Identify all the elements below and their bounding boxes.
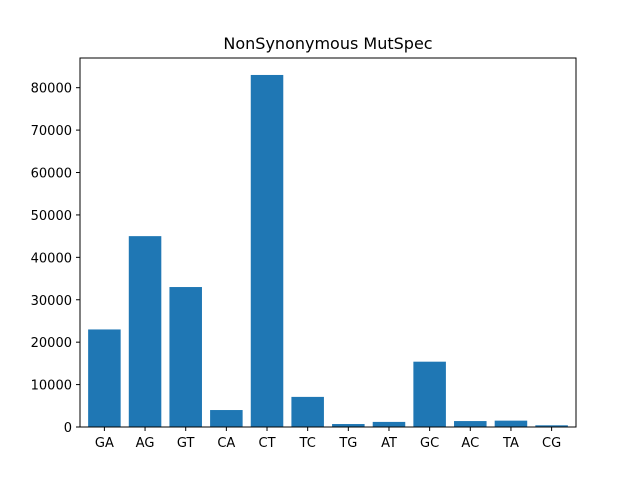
x-tick-label: AC xyxy=(461,436,479,451)
x-tick-label: CA xyxy=(217,436,235,451)
y-tick-label: 60000 xyxy=(31,167,72,182)
y-tick-label: 40000 xyxy=(31,251,72,266)
bar-ct xyxy=(250,74,284,427)
x-tick-label: TG xyxy=(338,436,357,451)
bar-gc xyxy=(413,361,446,427)
plot-frame xyxy=(79,57,577,428)
bar-ac xyxy=(454,421,487,427)
y-tick-label: 20000 xyxy=(31,336,72,351)
x-tick-label: CG xyxy=(542,436,561,451)
x-axis: GA AG GT CA CT TC TG AT GC AC TA CG xyxy=(95,427,561,451)
bar-gt xyxy=(169,287,202,427)
y-tick-label: 70000 xyxy=(31,124,72,139)
x-tick-label: GC xyxy=(420,436,439,451)
x-tick-label: TA xyxy=(502,436,519,451)
bar-cg xyxy=(535,425,568,427)
chart-title: NonSynonymous MutSpec xyxy=(223,34,432,53)
bar-tc xyxy=(291,396,324,427)
x-tick-label: AG xyxy=(136,436,155,451)
y-axis: 0 10000 20000 30000 40000 50000 60000 70000 8000… xyxy=(31,82,80,436)
y-tick-label: 50000 xyxy=(31,209,72,224)
x-tick-label: TC xyxy=(299,436,316,451)
y-tick-label: 10000 xyxy=(31,379,72,394)
x-tick-label: CT xyxy=(259,436,276,451)
bar-ag xyxy=(128,236,162,427)
x-tick-label: GT xyxy=(177,436,195,451)
bars-group xyxy=(88,74,568,427)
bar-tg xyxy=(332,424,365,427)
bar-ga xyxy=(88,329,121,427)
y-tick-label: 80000 xyxy=(31,82,72,97)
bar-ta xyxy=(494,420,528,427)
y-tick-label: 0 xyxy=(64,421,72,436)
x-tick-label: AT xyxy=(381,436,397,451)
x-tick-label: GA xyxy=(95,436,114,451)
bar-at xyxy=(372,421,406,427)
bar-ca xyxy=(210,410,243,427)
y-tick-label: 30000 xyxy=(31,294,72,309)
